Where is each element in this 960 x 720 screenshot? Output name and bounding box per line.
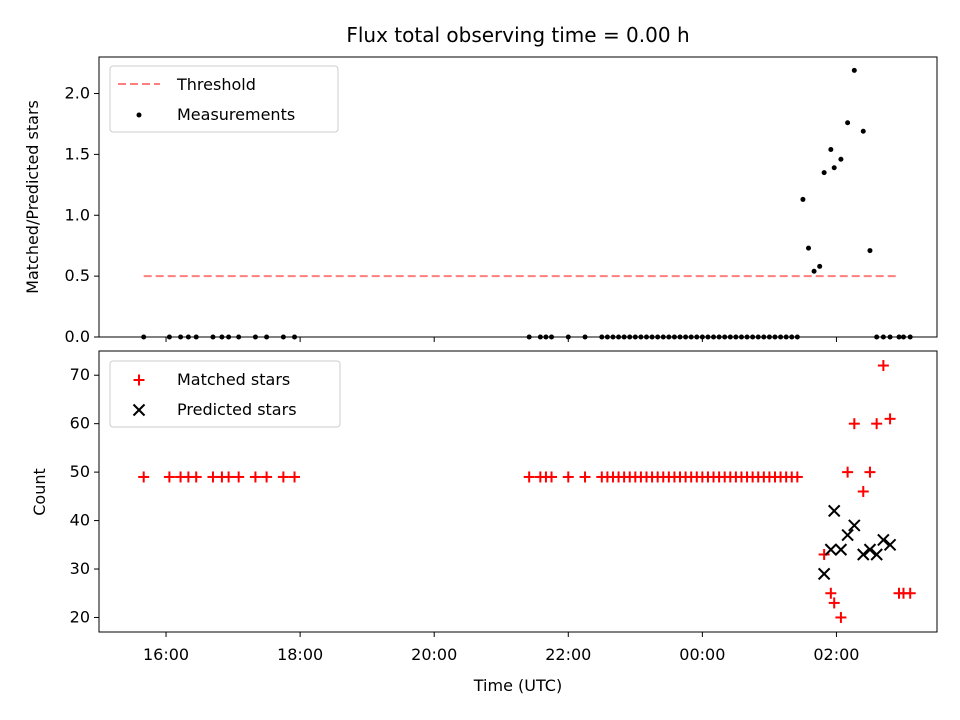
measurement-point [828, 147, 834, 153]
measurement-point [806, 245, 812, 251]
measurement-point [860, 128, 866, 134]
predicted-star-point [857, 548, 870, 561]
legend-threshold-label: Threshold [176, 75, 256, 94]
bottom-legend: Matched stars Predicted stars [109, 360, 341, 428]
predicted-star-point [877, 533, 890, 547]
legend-plus-marker [133, 374, 145, 386]
bottom-y-tick-label: 20 [70, 607, 90, 626]
measurement-point [851, 67, 857, 73]
x-tick-label: 18:00 [277, 645, 323, 664]
predicted-star-point [848, 519, 861, 532]
x-axis-label: Time (UTC) [473, 676, 562, 695]
top-y-tick-label: 1.5 [65, 144, 90, 163]
x-tick-label: 00:00 [679, 645, 725, 664]
matched-star-point [261, 471, 273, 483]
bottom-y-axis-label: Count [30, 468, 49, 516]
matched-star-point [828, 597, 840, 609]
legend-predicted-label: Predicted stars [177, 400, 297, 419]
top-y-tick-label: 0.5 [65, 266, 90, 285]
measurement-point [800, 196, 806, 202]
chart-title: Flux total observing time = 0.00 h [346, 23, 689, 47]
measurement-point [811, 268, 817, 274]
matched-star-point [904, 587, 916, 599]
bottom-plot-frame [98, 350, 938, 633]
top-y-axis-label: Matched/Predicted stars [23, 100, 42, 294]
top-plot-frame [98, 56, 938, 338]
bottom-plot: 20 30 40 50 60 70 16:00 18:00 20:00 22:00 00:00 02:… [70, 350, 938, 664]
legend-predicted-swatch [132, 403, 146, 417]
predicted-star-point [863, 543, 877, 556]
matched-star-point [579, 471, 591, 483]
measurement-point [831, 165, 837, 171]
measurement-point [821, 170, 827, 176]
matched-star-point [223, 471, 235, 483]
bottom-y-tick-label: 60 [70, 414, 90, 433]
matched-star-point [818, 548, 830, 560]
predicted-star-point [883, 538, 897, 552]
bottom-y-tick-label: 70 [70, 365, 90, 384]
x-tick-label: 02:00 [813, 645, 859, 664]
matched-star-point [233, 471, 245, 483]
measurement-point [817, 263, 823, 269]
x-tick-label: 16:00 [143, 645, 189, 664]
top-y-tick-label: 0.0 [65, 327, 90, 346]
matched-star-point [877, 360, 889, 372]
matched-star-point [138, 471, 150, 483]
x-tick-label: 20:00 [411, 645, 457, 664]
legend-matched-swatch [133, 374, 145, 386]
bottom-y-tick-label: 50 [70, 462, 90, 481]
top-y-tick-label: 2.0 [65, 84, 90, 103]
matched-star-point [884, 413, 896, 425]
top-plot: 0.0 0.5 1.0 1.5 2.0 [65, 56, 938, 346]
legend-x-marker [132, 403, 146, 417]
bottom-y-tick-label: 30 [70, 559, 90, 578]
measurement-point [838, 156, 844, 162]
matched-star-point [835, 611, 847, 623]
legend-measurements-swatch [136, 112, 142, 118]
matched-star-point [249, 471, 261, 483]
matched-star-point [864, 466, 876, 478]
measurement-point [845, 120, 851, 126]
matched-star-point [190, 471, 202, 483]
top-legend-box [109, 65, 339, 133]
bottom-y-tick-label: 40 [70, 511, 90, 530]
bottom-legend-box [109, 360, 341, 428]
matched-star-point [871, 418, 883, 430]
measurement-point [867, 248, 873, 254]
top-legend: Threshold Measurements [109, 65, 339, 133]
matched-star-point [289, 471, 301, 483]
matched-star-point [523, 471, 535, 483]
predicted-star-point [817, 567, 831, 581]
matched-star-point [562, 471, 574, 483]
legend-matched-label: Matched stars [177, 370, 290, 389]
legend-measurements-label: Measurements [177, 105, 295, 124]
matched-star-point [842, 466, 854, 478]
matched-star-point [857, 486, 869, 497]
predicted-star-point [824, 543, 838, 556]
x-tick-label: 22:00 [545, 645, 591, 664]
predicted-star-point [841, 528, 854, 542]
matched-star-point [546, 471, 558, 483]
matched-star-point [825, 587, 837, 599]
predicted-star-point [834, 543, 848, 556]
predicted-star-point [827, 504, 841, 518]
matched-star-point [277, 471, 289, 483]
matched-star-point [163, 471, 175, 483]
top-y-tick-label: 1.0 [65, 205, 90, 224]
matched-star-point [848, 418, 860, 430]
predicted-star-point [870, 548, 883, 561]
matched-star-point [791, 471, 803, 483]
